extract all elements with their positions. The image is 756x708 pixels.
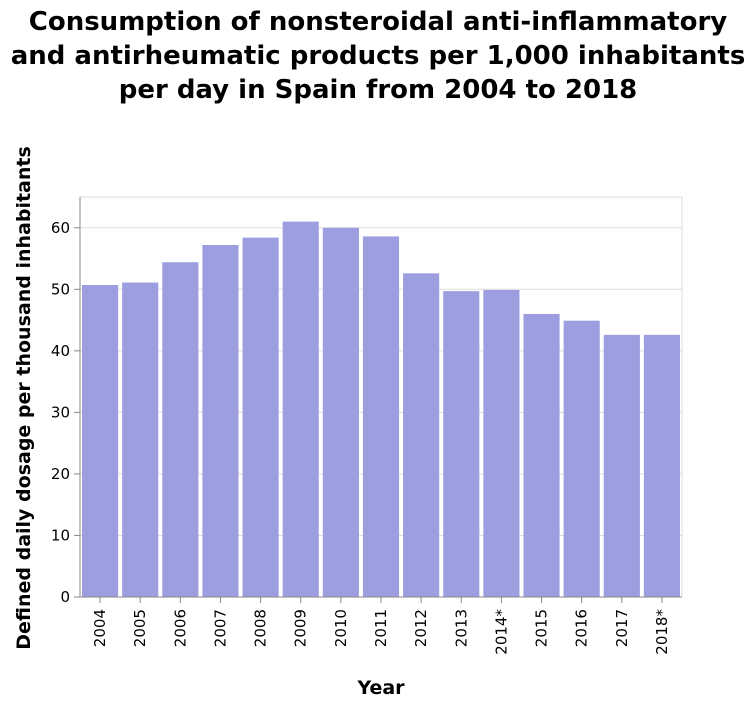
bars — [82, 221, 680, 597]
x-tick-label: 2007 — [211, 609, 229, 647]
x-tick-label: 2004 — [91, 609, 109, 647]
chart-title-line: and antirheumatic products per 1,000 inh… — [11, 41, 746, 71]
y-tick-label: 60 — [51, 219, 70, 237]
x-axis-title: Year — [356, 677, 405, 699]
bar-2009 — [282, 221, 319, 597]
bar-2005 — [122, 282, 159, 597]
y-tick-label: 0 — [60, 588, 70, 606]
x-tick-label: 2017 — [613, 609, 631, 647]
x-tick-label: 2014* — [492, 609, 510, 655]
bar-2015 — [523, 313, 560, 597]
chart-title-line: Consumption of nonsteroidal anti-inflamm… — [29, 7, 728, 37]
y-axis-title: Defined daily dosage per thousand inhabi… — [13, 146, 35, 650]
bar-2008 — [242, 237, 279, 597]
x-tick-label: 2008 — [252, 609, 270, 647]
x-tick-label: 2011 — [372, 609, 390, 647]
y-tick-label: 30 — [51, 403, 70, 421]
bar-2013 — [443, 291, 480, 597]
x-tick-label: 2005 — [131, 609, 149, 647]
x-tick-label: 2006 — [171, 609, 189, 647]
y-tick-label: 40 — [51, 342, 70, 360]
chart-title-line: per day in Spain from 2004 to 2018 — [119, 75, 638, 105]
bar-2006 — [162, 262, 199, 597]
bar-2011 — [362, 236, 400, 597]
bar-2018-est — [643, 334, 680, 597]
y-tick-labels: 0 10 20 30 40 50 60 — [51, 219, 70, 606]
y-tick-label: 10 — [51, 526, 70, 544]
x-tick-label: 2013 — [452, 609, 470, 647]
chart-title: Consumption of nonsteroidal anti-inflamm… — [11, 7, 746, 105]
x-tick-label: 2018* — [653, 609, 671, 655]
x-tick-label: 2012 — [412, 609, 430, 647]
bar-2016 — [563, 320, 600, 597]
bar-2017 — [603, 334, 640, 597]
bar-2007 — [202, 245, 239, 597]
bar-2004 — [82, 285, 119, 597]
bar-2010 — [322, 227, 359, 597]
bar-2012 — [403, 273, 440, 597]
x-tick-labels: 2004 2005 2006 2007 2008 2009 2010 2011 2012 2013… — [91, 609, 671, 655]
y-tick-label: 50 — [51, 280, 70, 298]
x-tick-label: 2009 — [292, 609, 310, 647]
axes — [74, 197, 682, 603]
x-tick-label: 2015 — [533, 609, 551, 647]
y-tick-label: 20 — [51, 465, 70, 483]
x-tick-label: 2010 — [332, 609, 350, 647]
bar-2014-est — [483, 289, 520, 597]
x-tick-label: 2016 — [573, 609, 591, 647]
